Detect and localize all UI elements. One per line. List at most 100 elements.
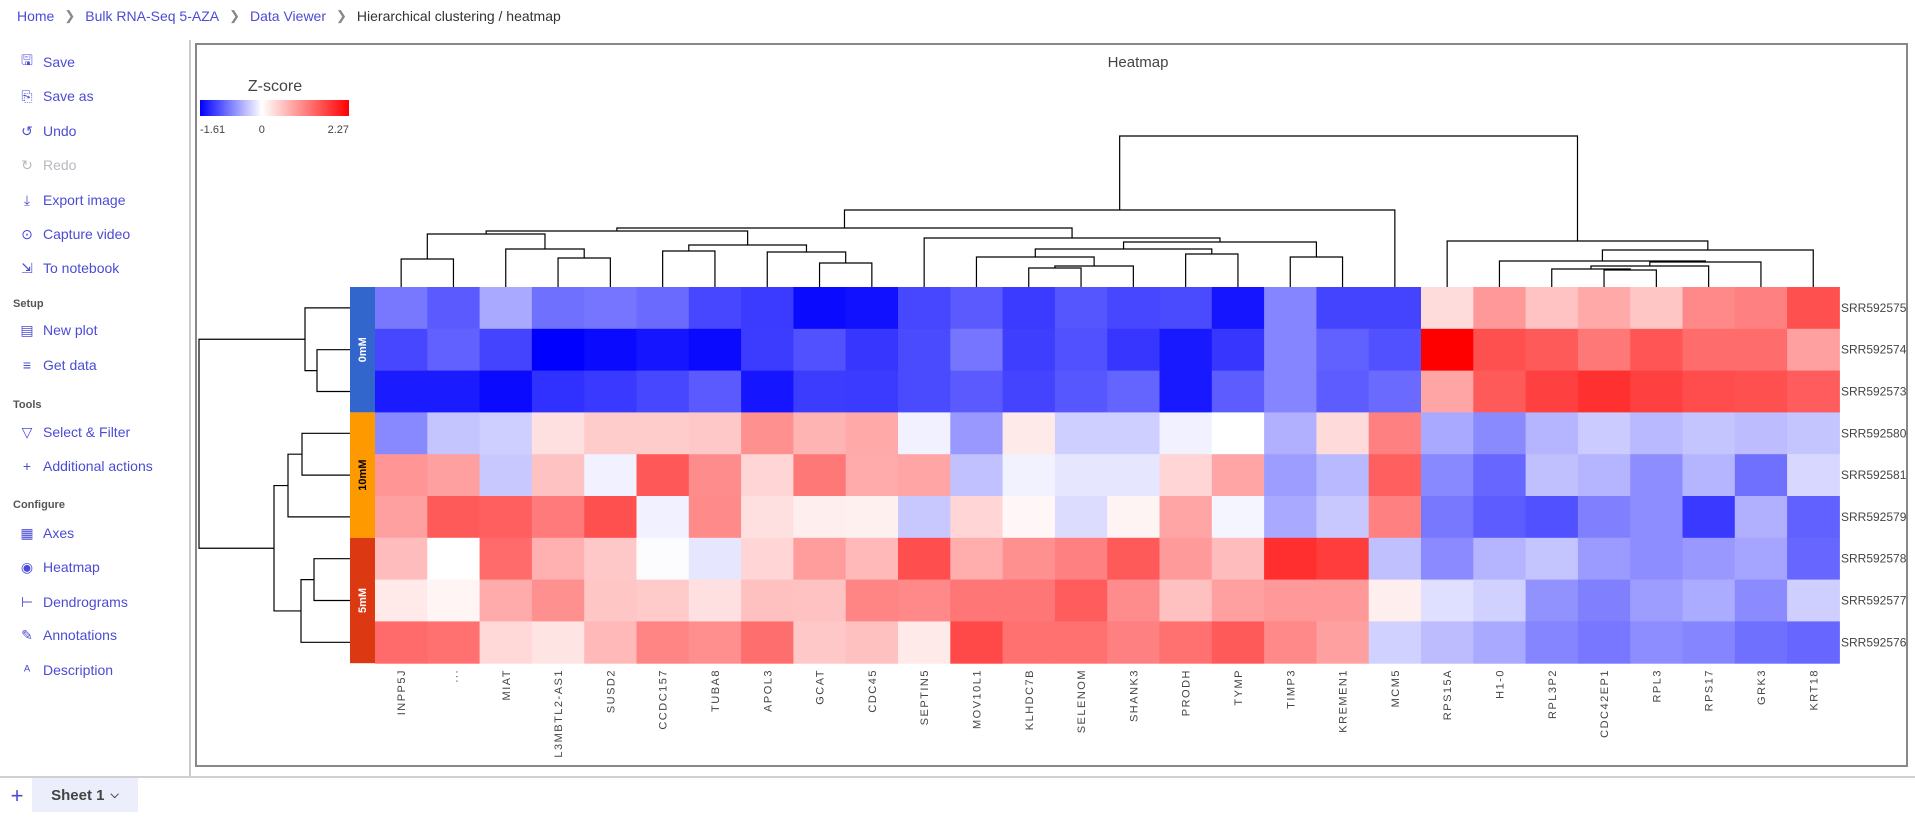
heatmap-cell	[1316, 537, 1370, 581]
heatmap-cell	[531, 328, 585, 372]
breadcrumb-home[interactable]: Home	[17, 8, 55, 24]
heatmap-cell	[793, 621, 847, 664]
sidebar-item-label: Save	[43, 54, 75, 70]
heatmap-cell	[1421, 496, 1474, 539]
sidebar-item-redo: ↻ Redo	[19, 155, 76, 175]
column-label: SHANK3	[1128, 669, 1140, 722]
heatmap-cell	[531, 412, 585, 455]
colorbar-tick-label: 2.27	[328, 124, 349, 136]
dendrogram-branch	[1601, 249, 1814, 287]
group-annotation-label: 10mM	[357, 460, 369, 491]
sidebar-item-label: To notebook	[43, 260, 120, 276]
heatmap-cell	[845, 496, 899, 539]
dendrogram-branch	[287, 453, 350, 518]
breadcrumb-data-viewer[interactable]: Data Viewer	[250, 8, 327, 24]
heatmap-cell	[1316, 579, 1370, 622]
heatmap-cell	[636, 621, 690, 664]
heatmap-cell	[479, 287, 533, 330]
heatmap-cell	[1002, 454, 1056, 497]
sidebar-item-new-plot[interactable]: ▤ New plot	[19, 320, 97, 340]
heatmap-cell	[1054, 454, 1108, 497]
heatmap-cell	[1734, 537, 1788, 581]
column-label: CDC45	[867, 669, 879, 713]
heatmap-cell	[898, 621, 951, 664]
heatmap-cell	[950, 412, 1004, 455]
heatmap-cell	[950, 579, 1004, 622]
heatmap-cell	[427, 328, 481, 372]
heatmap-cell	[845, 328, 899, 372]
heatmap-cell	[1107, 454, 1160, 497]
heatmap-cell	[375, 287, 428, 330]
heatmap-cell	[1421, 412, 1474, 455]
heatmap-cell	[375, 328, 428, 372]
sidebar-item-undo[interactable]: ↺ Undo	[19, 121, 76, 141]
sidebar-item-description[interactable]: ᴬ Description	[19, 660, 113, 680]
sidebar-item-to-notebook[interactable]: ⇲ To notebook	[19, 258, 119, 278]
heatmap-cell	[1211, 496, 1265, 539]
heatmap-cell	[845, 579, 899, 622]
heatmap-cell	[1787, 287, 1840, 330]
heatmap-cell	[1525, 621, 1579, 664]
column-dendrogram	[400, 135, 1814, 287]
sidebar-item-export-image[interactable]: ⤓ Export image	[19, 190, 126, 210]
sidebar-item-annotations[interactable]: ✎ Annotations	[19, 625, 117, 645]
heatmap-cell	[1159, 412, 1213, 455]
heatmap-cell	[1682, 370, 1736, 413]
heatmap-cell	[1682, 579, 1736, 622]
dendrogram-branch	[1446, 240, 1709, 287]
save-icon: 🖫	[21, 52, 33, 68]
notebook-icon: ⇲	[21, 259, 33, 276]
sidebar-item-get-data[interactable]: ≡ Get data	[19, 355, 97, 375]
sidebar-item-capture-video[interactable]: ⊙ Capture video	[19, 224, 130, 244]
breadcrumb-project[interactable]: Bulk RNA-Seq 5-AZA	[85, 8, 220, 24]
sidebar-item-additional-actions[interactable]: + Additional actions	[19, 456, 153, 476]
plot-panel	[195, 43, 1908, 767]
heatmap-cell	[1577, 537, 1631, 581]
dendrogram-branch	[818, 262, 873, 287]
dendrogram-branch	[923, 237, 1221, 287]
heatmap-cell	[1577, 370, 1631, 413]
heatmap-cell	[1002, 621, 1056, 664]
sidebar-divider[interactable]	[189, 40, 191, 777]
heatmap-cell	[898, 370, 951, 413]
heatmap-cell	[1630, 287, 1683, 330]
heatmap-cell	[741, 454, 794, 497]
heatmap-cell	[1577, 287, 1631, 330]
sidebar-item-dendrograms[interactable]: ⊢ Dendrograms	[19, 592, 128, 612]
row-label: SRR592580	[1841, 426, 1907, 440]
heatmap-cell	[531, 454, 585, 497]
heatmap-cell	[1264, 537, 1317, 581]
sidebar-item-save-as[interactable]: ⎘ Save as	[19, 86, 93, 106]
heatmap-cell	[845, 412, 899, 455]
database-icon: ≡	[22, 357, 32, 373]
column-label: RPS17	[1704, 669, 1716, 711]
heatmap-cell	[1473, 537, 1527, 581]
heatmap-cell	[1002, 370, 1056, 413]
sidebar-item-save[interactable]: 🖫 Save	[19, 52, 75, 72]
sidebar-item-axes[interactable]: ▦ Axes	[19, 523, 74, 543]
heatmap-cell	[427, 287, 481, 330]
heatmap-cell	[1577, 454, 1631, 497]
heatmap-cell	[375, 412, 428, 455]
heatmap-cell	[1054, 537, 1108, 581]
add-sheet-button[interactable]: +	[10, 783, 24, 808]
sidebar-item-select-filter[interactable]: ▽ Select & Filter	[19, 422, 131, 442]
heatmap-cell	[1002, 287, 1056, 330]
heatmap-cell	[1421, 537, 1474, 581]
heatmap-cell	[950, 370, 1004, 413]
group-annotation-0mm	[350, 287, 375, 413]
heatmap-cell	[688, 579, 742, 622]
sheet-tab[interactable]: Sheet 1 ⌵	[32, 778, 138, 812]
heatmap-cell	[688, 412, 742, 455]
heatmap-cell	[1002, 537, 1056, 581]
heatmap-cell	[1159, 496, 1213, 539]
heatmap-cell	[1211, 328, 1265, 372]
sidebar-item-heatmap[interactable]: ◉ Heatmap	[19, 557, 100, 577]
heatmap-cell	[1054, 287, 1108, 330]
column-label: KRT18	[1808, 669, 1820, 711]
heatmap-cell	[584, 454, 637, 497]
download-icon: ⤓	[23, 191, 31, 208]
heatmap-cell	[1630, 412, 1683, 455]
heatmap-cell	[427, 454, 481, 497]
heatmap-cell	[479, 496, 533, 539]
